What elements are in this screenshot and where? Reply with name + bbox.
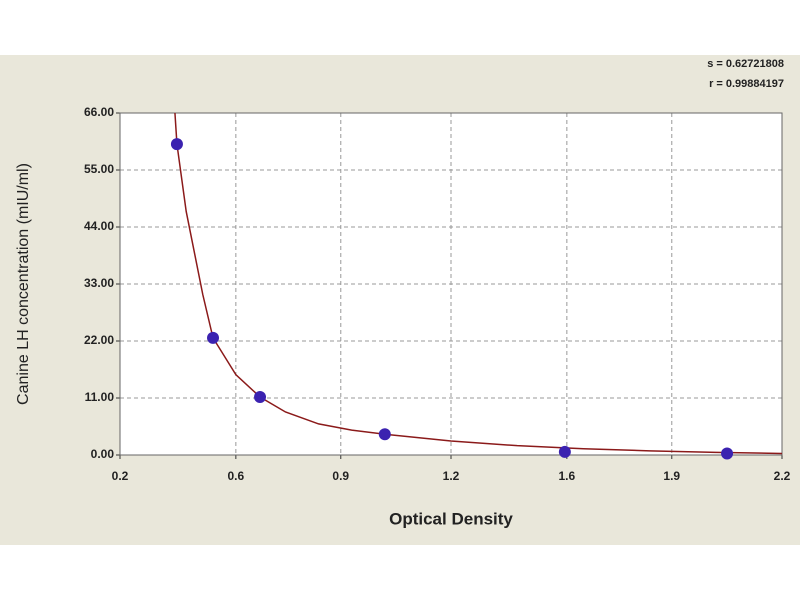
data-point bbox=[721, 447, 734, 460]
plot-frame bbox=[119, 112, 783, 456]
x-tick-label: 1.6 bbox=[559, 469, 576, 483]
annotation: r = 0.99884197 bbox=[709, 78, 784, 90]
data-point bbox=[378, 428, 391, 441]
x-tick-label: 2.2 bbox=[774, 469, 791, 483]
y-tick-label: 11.00 bbox=[85, 390, 115, 404]
y-tick-label: 0.00 bbox=[91, 447, 115, 461]
x-axis-title: Optical Density bbox=[389, 509, 513, 528]
data-point bbox=[558, 445, 571, 458]
y-tick-label: 22.00 bbox=[84, 333, 114, 347]
y-axis-title: Canine LH concentration (mIU/ml) bbox=[15, 163, 32, 405]
y-tick-label: 55.00 bbox=[84, 162, 114, 176]
data-point bbox=[170, 138, 183, 151]
x-tick-label: 1.9 bbox=[663, 469, 680, 483]
x-tick-label: 1.2 bbox=[443, 469, 460, 483]
x-tick-label: 0.6 bbox=[228, 469, 245, 483]
x-tick-label: 0.9 bbox=[332, 469, 349, 483]
data-point bbox=[254, 390, 267, 403]
annotation: s = 0.62721808 bbox=[707, 58, 784, 70]
y-tick-label: 44.00 bbox=[84, 219, 114, 233]
y-tick-label: 66.00 bbox=[84, 105, 114, 119]
fit-curve bbox=[174, 112, 783, 455]
x-tick-label: 0.2 bbox=[112, 469, 129, 483]
data-point bbox=[207, 331, 220, 344]
y-tick-label: 33.00 bbox=[84, 276, 114, 290]
